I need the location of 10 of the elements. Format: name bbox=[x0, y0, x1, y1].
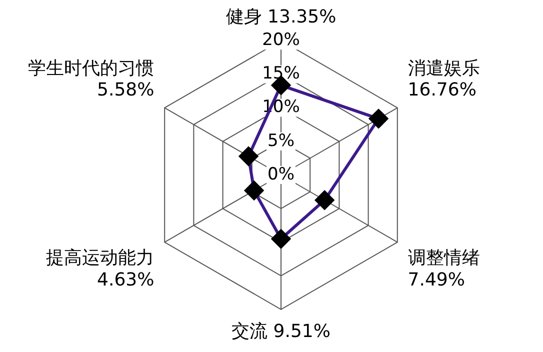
spoke-label: 健身 13.35% bbox=[226, 6, 336, 28]
y-tick-label: 15% bbox=[262, 64, 300, 84]
spoke-label: 调整情绪 7.49% bbox=[408, 248, 480, 290]
y-tick-label: 0% bbox=[268, 164, 294, 184]
spoke-label: 学生时代的习惯 5.58% bbox=[28, 58, 154, 101]
spoke-label: 交流 9.51% bbox=[232, 320, 330, 342]
y-tick-label: 20% bbox=[262, 30, 300, 50]
spoke-label: 消遣娱乐 16.76% bbox=[408, 58, 480, 101]
y-tick-label: 5% bbox=[268, 130, 294, 151]
spoke-label: 提高运动能力 4.63% bbox=[46, 248, 154, 290]
